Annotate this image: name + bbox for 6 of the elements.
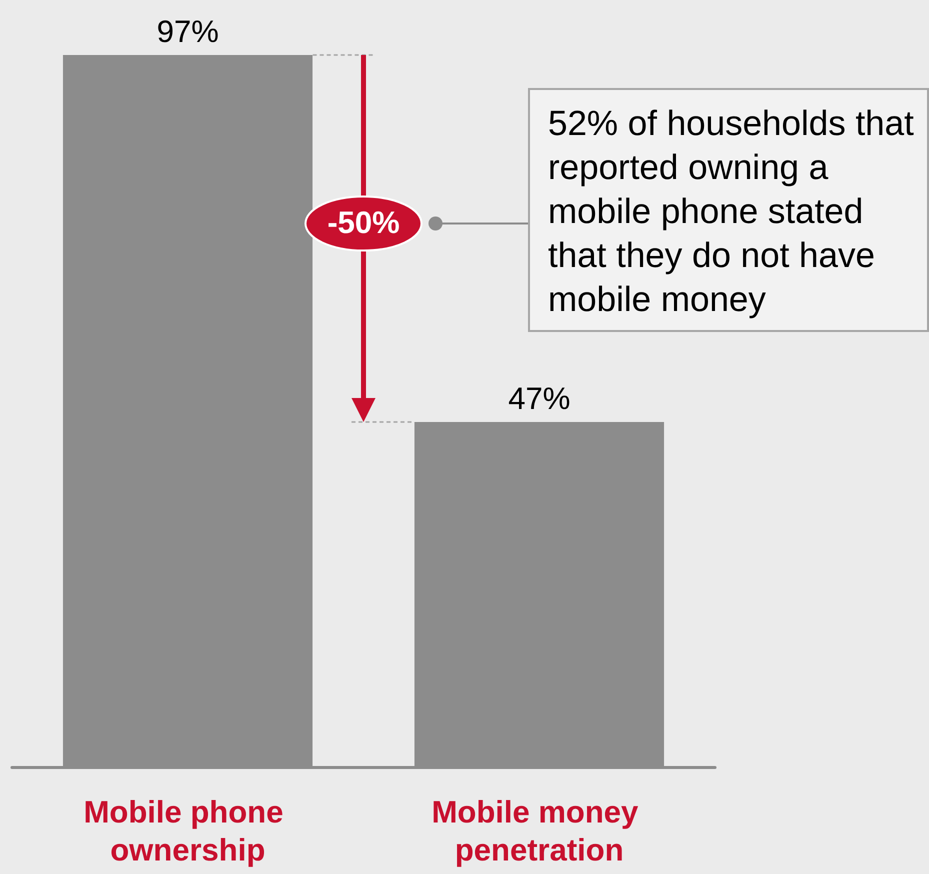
data-label: 47%: [508, 381, 570, 416]
annotation: -50%: [326, 204, 401, 240]
x-tick-label: Mobile phone ownership: [84, 794, 292, 868]
annotation: 52% of households that reported owning a mobile phone stated that they do not have mobile money: [528, 88, 929, 332]
x-tick-label: Mobile money penetration: [432, 794, 647, 868]
data-label: 97%: [156, 14, 219, 49]
